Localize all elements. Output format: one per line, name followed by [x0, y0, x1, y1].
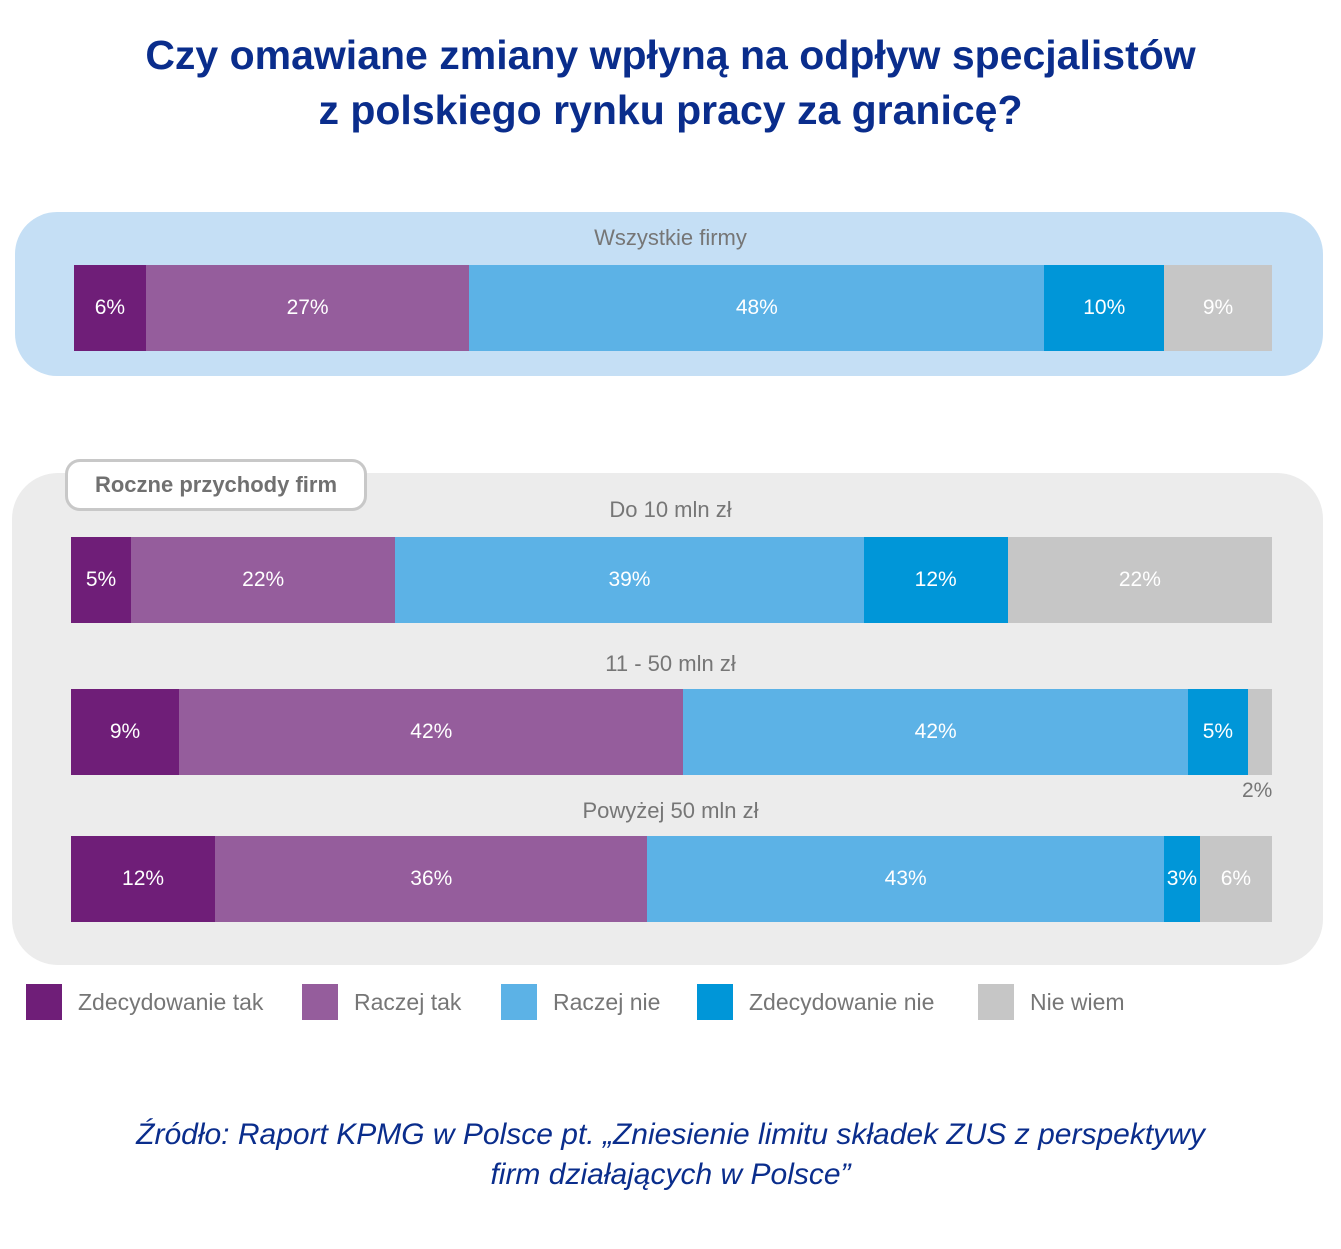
legend-swatch — [697, 984, 733, 1020]
legend-swatch — [302, 984, 338, 1020]
bar-segment: 5% — [1187, 689, 1248, 775]
bar-segment: 36% — [215, 836, 648, 922]
stacked-bar: 6% 27% 48% 10% 9% — [74, 265, 1272, 351]
source-line-1: Źródło: Raport KPMG w Polsce pt. „Zniesi… — [136, 1118, 1205, 1151]
bar-segment: 42% — [683, 689, 1188, 775]
category-label: Do 10 mln zł — [609, 497, 732, 522]
stacked-bar: 5% 22% 39% 12% 22% — [71, 537, 1272, 623]
bar-segment: 6% — [1199, 836, 1272, 922]
category-label: Wszystkie firmy — [594, 225, 747, 250]
chart-title: Czy omawiane zmiany wpłyną na odpływ spe… — [0, 28, 1341, 138]
source-line-2: firm działających w Polsce” — [490, 1158, 851, 1191]
legend-swatch — [978, 984, 1014, 1020]
title-line-2: z polskiego rynku pracy za granicę? — [318, 87, 1023, 133]
category-label: Powyżej 50 mln zł — [582, 798, 759, 823]
legend-item: Zdecydowanie nie — [697, 984, 934, 1020]
legend-label: Zdecydowanie nie — [749, 988, 935, 1015]
legend-label: Nie wiem — [1030, 988, 1125, 1015]
legend-label: Raczej nie — [553, 988, 661, 1015]
category-label: 11 - 50 mln zł — [605, 651, 736, 676]
legend-label: Zdecydowanie tak — [78, 988, 264, 1015]
bar-segment: 9% — [1164, 265, 1272, 351]
bar-segment: 22% — [1007, 537, 1272, 623]
stacked-bar: 9% 42% 42% 5% — [71, 689, 1272, 775]
bar-segment: 12% — [71, 836, 216, 922]
legend-label: Raczej tak — [354, 988, 462, 1015]
legend-swatch — [26, 984, 62, 1020]
title-line-1: Czy omawiane zmiany wpłyną na odpływ spe… — [145, 32, 1196, 78]
legend-item: Raczej nie — [501, 984, 660, 1020]
bar-segment: 3% — [1163, 836, 1200, 922]
bar-segment: 5% — [71, 537, 132, 623]
bar-segment: 48% — [469, 265, 1045, 351]
bar-segment: 10% — [1044, 265, 1165, 351]
bar-segment: 22% — [131, 537, 396, 623]
source-note: Źródło: Raport KPMG w Polsce pt. „Zniesi… — [0, 1115, 1341, 1195]
bar-segment — [1247, 689, 1272, 775]
bar-segment: 12% — [863, 537, 1008, 623]
bar-segment: 43% — [647, 836, 1164, 922]
bar-segment: 42% — [179, 689, 684, 775]
bar-segment: 39% — [395, 537, 864, 623]
stacked-bar: 12% 36% 43% 3% 6% — [71, 836, 1272, 922]
bar-segment: 6% — [74, 265, 146, 351]
bar-segment: 27% — [145, 265, 470, 351]
legend-item: Nie wiem — [978, 984, 1125, 1020]
data-label: 2% — [1241, 779, 1273, 802]
revenue-group-tag: Roczne przychody firm — [65, 459, 367, 511]
legend-swatch — [501, 984, 537, 1020]
legend-item: Raczej tak — [302, 984, 461, 1020]
bar-segment: 9% — [71, 689, 180, 775]
legend-item: Zdecydowanie tak — [26, 984, 263, 1020]
